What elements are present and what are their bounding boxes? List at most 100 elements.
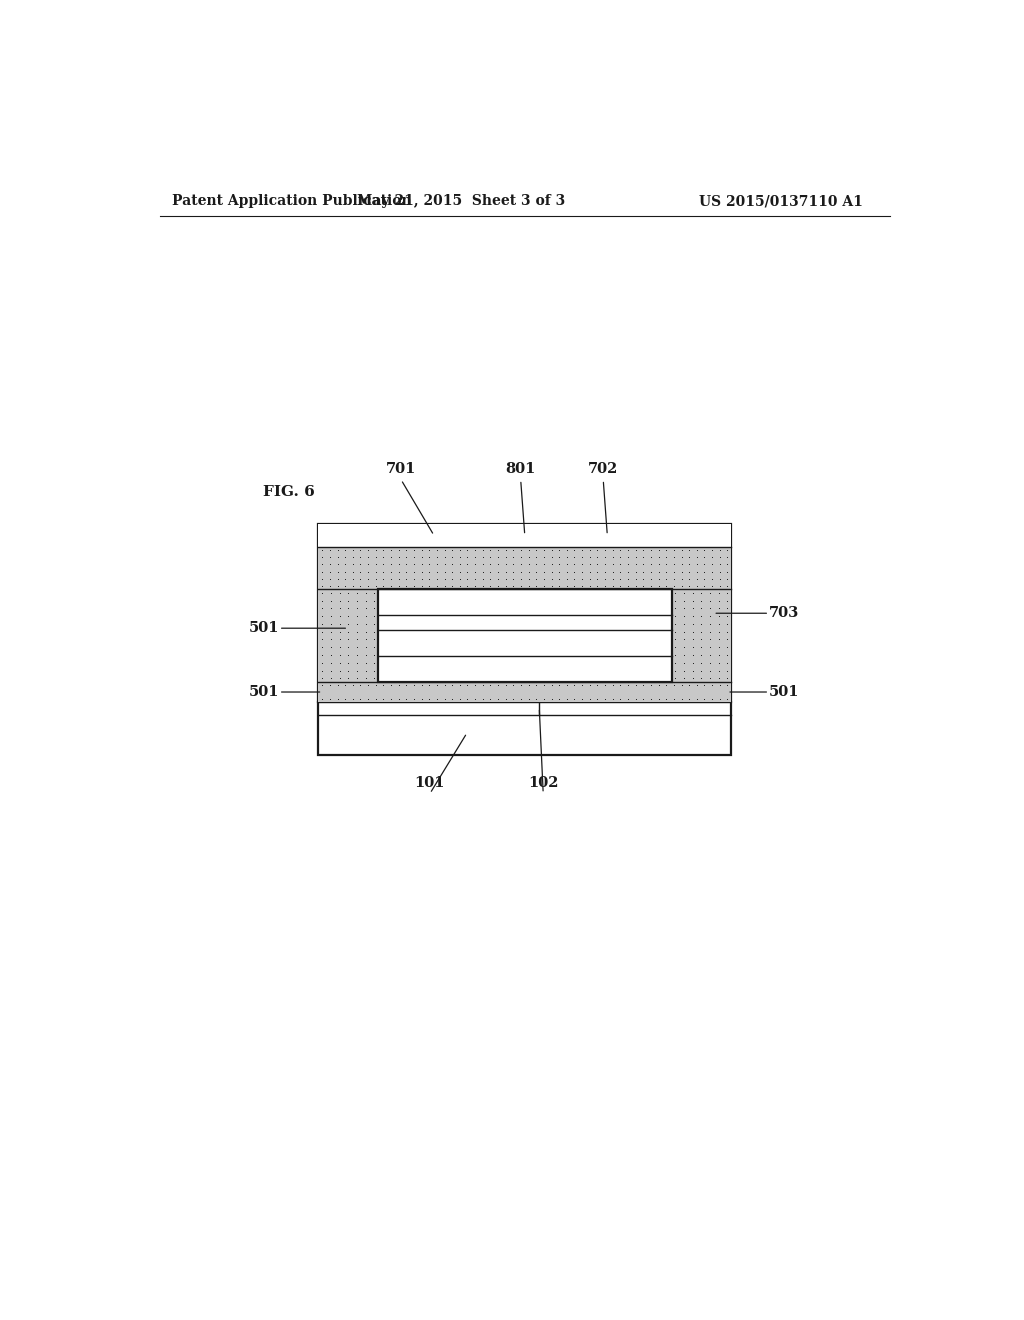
Point [676, 590, 692, 611]
Point [357, 660, 374, 681]
Point [703, 540, 720, 561]
Point [345, 540, 361, 561]
Point [544, 540, 560, 561]
Point [693, 582, 710, 603]
Point [658, 540, 675, 561]
Point [528, 688, 545, 709]
Point [322, 675, 338, 696]
Point [520, 576, 537, 597]
Point [513, 568, 529, 589]
Point [658, 568, 675, 589]
Point [688, 688, 705, 709]
Point [612, 546, 629, 568]
Point [366, 606, 382, 627]
Point [414, 554, 430, 576]
Point [668, 606, 684, 627]
Point [482, 554, 499, 576]
Point [688, 540, 705, 561]
Point [340, 582, 356, 603]
Point [582, 675, 598, 696]
Text: 501: 501 [248, 685, 279, 700]
Point [604, 561, 621, 582]
Point [421, 561, 437, 582]
Point [620, 675, 636, 696]
Point [711, 652, 727, 673]
Point [452, 568, 468, 589]
Point [676, 606, 692, 627]
Point [668, 622, 684, 643]
Point [566, 554, 583, 576]
Point [505, 554, 521, 576]
Point [398, 546, 415, 568]
Point [536, 576, 552, 597]
Point [551, 554, 567, 576]
Point [349, 660, 366, 681]
Point [332, 660, 348, 681]
Point [582, 546, 598, 568]
Point [460, 688, 476, 709]
Point [482, 675, 499, 696]
Point [703, 675, 720, 696]
Point [375, 568, 391, 589]
Point [604, 546, 621, 568]
Point [323, 636, 339, 657]
Point [421, 554, 437, 576]
Point [390, 688, 407, 709]
Point [444, 568, 461, 589]
Point [696, 540, 713, 561]
Point [676, 614, 692, 635]
Point [643, 576, 659, 597]
Point [559, 561, 575, 582]
Point [429, 568, 445, 589]
Point [314, 568, 331, 589]
Point [332, 622, 348, 643]
Point [352, 675, 369, 696]
Point [322, 576, 338, 597]
Point [589, 688, 605, 709]
Point [436, 554, 453, 576]
Point [505, 688, 521, 709]
Point [573, 688, 590, 709]
Point [693, 652, 710, 673]
Point [498, 546, 514, 568]
Point [643, 540, 659, 561]
Point [452, 576, 468, 597]
Point [357, 606, 374, 627]
Point [701, 606, 718, 627]
Point [340, 652, 356, 673]
Point [345, 688, 361, 709]
Point [414, 576, 430, 597]
Point [359, 561, 376, 582]
Point [668, 652, 684, 673]
Point [314, 554, 331, 576]
Point [711, 628, 727, 649]
Point [349, 582, 366, 603]
Point [436, 675, 453, 696]
Point [719, 598, 735, 619]
Text: 702: 702 [588, 462, 618, 475]
Point [505, 561, 521, 582]
Point [711, 622, 727, 643]
Point [349, 652, 366, 673]
Point [452, 688, 468, 709]
Point [684, 582, 700, 603]
Point [573, 561, 590, 582]
Point [712, 688, 728, 709]
Point [345, 576, 361, 597]
Point [693, 598, 710, 619]
Point [482, 688, 499, 709]
Point [628, 546, 644, 568]
Point [674, 540, 690, 561]
Point [330, 561, 346, 582]
Point [398, 568, 415, 589]
Point [436, 540, 453, 561]
Point [489, 554, 506, 576]
Point [604, 568, 621, 589]
Point [551, 576, 567, 597]
Point [323, 590, 339, 611]
Point [406, 540, 422, 561]
Point [349, 668, 366, 689]
Point [703, 688, 720, 709]
Point [536, 540, 552, 561]
Point [340, 622, 356, 643]
